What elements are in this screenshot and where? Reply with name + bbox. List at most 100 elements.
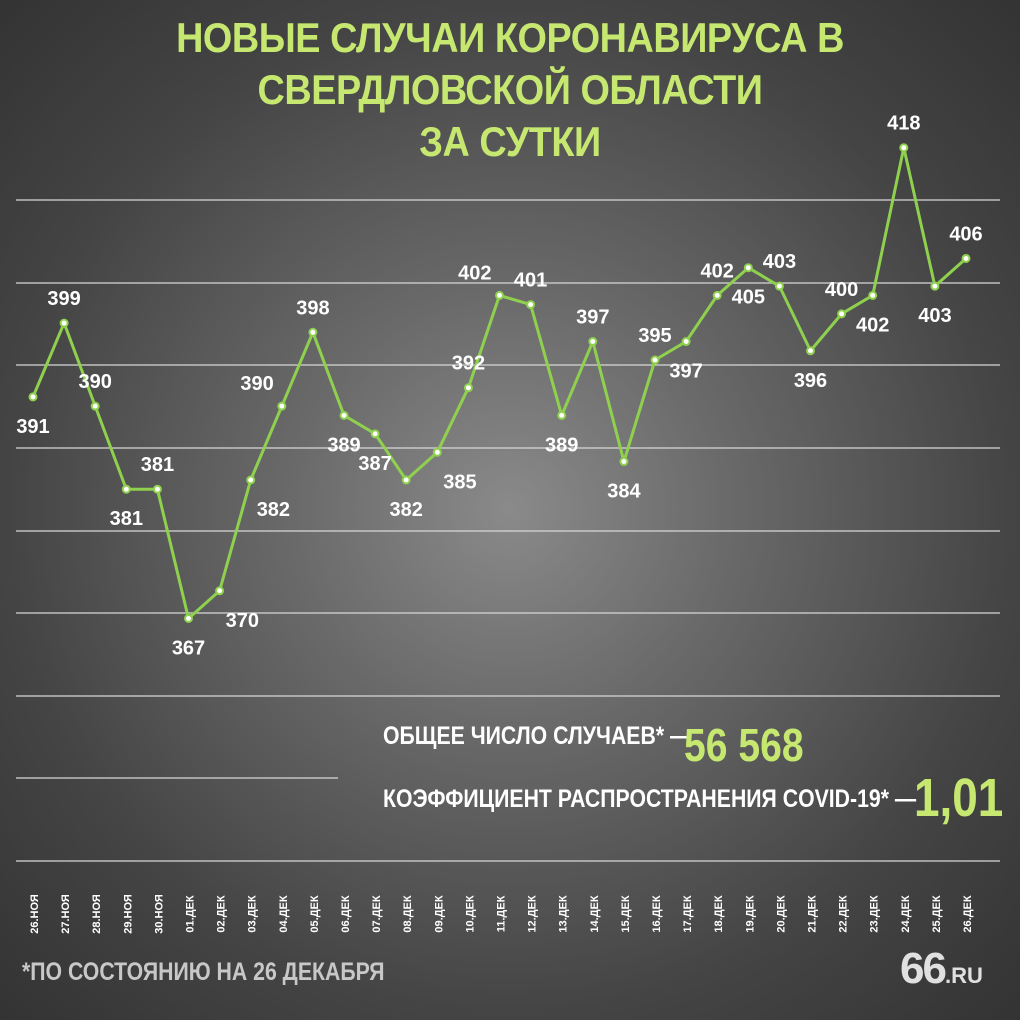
x-tick-label: 05.ДЕК bbox=[309, 895, 321, 932]
data-label: 382 bbox=[257, 499, 290, 521]
data-point bbox=[90, 401, 100, 411]
rate-row: КОЭФФИЦИЕНТ РАСПРОСТРАНЕНИЯ COVID-19* — bbox=[383, 785, 1010, 814]
data-label: 400 bbox=[825, 279, 858, 301]
data-label: 395 bbox=[638, 325, 671, 347]
gridlines bbox=[16, 199, 1000, 862]
data-label: 398 bbox=[296, 297, 329, 319]
x-tick-label: 04.ДЕК bbox=[278, 895, 290, 932]
data-label: 390 bbox=[79, 371, 112, 393]
spread-rate-value: 1,01 bbox=[914, 768, 1004, 828]
x-tick-label: 18.ДЕК bbox=[713, 895, 725, 932]
x-tick-label: 21.ДЕК bbox=[807, 895, 819, 932]
total-cases-value-wrap: 56 568 bbox=[684, 718, 825, 772]
data-point bbox=[557, 410, 567, 420]
data-point bbox=[432, 447, 442, 457]
x-tick-label: 10.ДЕК bbox=[464, 895, 476, 932]
data-label: 390 bbox=[240, 373, 273, 395]
data-label: 381 bbox=[110, 508, 143, 530]
data-point bbox=[121, 484, 131, 494]
data-point bbox=[277, 401, 287, 411]
data-label: 397 bbox=[576, 307, 609, 329]
data-labels: 3913993903813813673703823903983893873823… bbox=[16, 113, 982, 660]
data-label: 387 bbox=[358, 453, 391, 475]
total-cases-label: ОБЩЕЕ ЧИСЛО СЛУЧАЕВ* — bbox=[383, 722, 692, 750]
data-label: 370 bbox=[226, 610, 259, 632]
data-point bbox=[28, 392, 38, 402]
x-tick-label: 30.НОЯ bbox=[153, 894, 165, 934]
spread-rate-label: КОЭФФИЦИЕНТ РАСПРОСТРАНЕНИЯ COVID-19* — bbox=[383, 785, 917, 813]
chart-title-line-1: НОВЫЕ СЛУЧАИ КОРОНАВИРУСА В СВЕРДЛОВСКОЙ… bbox=[176, 14, 844, 113]
x-tick-label: 07.ДЕК bbox=[371, 895, 383, 932]
data-point bbox=[961, 253, 971, 263]
x-tick-label: 15.ДЕК bbox=[620, 895, 632, 932]
data-point bbox=[495, 290, 504, 300]
data-label: 406 bbox=[949, 223, 982, 245]
x-tick-label: 19.ДЕК bbox=[744, 895, 756, 932]
x-tick-label: 23.ДЕК bbox=[869, 895, 881, 932]
data-point bbox=[681, 337, 691, 347]
data-label: 397 bbox=[669, 361, 702, 383]
total-cases-value: 56 568 bbox=[684, 719, 804, 771]
x-tick-label: 26.ДЕК bbox=[962, 895, 974, 932]
chart-title-line-2: ЗА СУТКИ bbox=[419, 118, 601, 165]
x-tick-label: 25.ДЕК bbox=[931, 895, 943, 932]
data-point bbox=[59, 318, 69, 328]
data-point bbox=[526, 300, 536, 310]
data-point bbox=[152, 484, 162, 494]
logo-suffix: .RU bbox=[944, 963, 983, 988]
x-tick-label: 27.НОЯ bbox=[60, 894, 72, 934]
site-logo: 66.RU bbox=[900, 944, 983, 994]
data-label: 367 bbox=[172, 637, 205, 659]
footnote: *ПО СОСТОЯНИЮ НА 26 ДЕКАБРЯ bbox=[22, 958, 385, 986]
x-tick-label: 28.НОЯ bbox=[91, 894, 103, 934]
chart-title: НОВЫЕ СЛУЧАИ КОРОНАВИРУСА В СВЕРДЛОВСКОЙ… bbox=[51, 12, 969, 168]
data-point bbox=[868, 290, 878, 300]
data-label: 418 bbox=[887, 113, 920, 135]
data-point bbox=[463, 383, 473, 393]
data-series bbox=[28, 143, 971, 623]
data-label: 389 bbox=[545, 434, 578, 456]
x-tick-label: 20.ДЕК bbox=[775, 895, 787, 932]
data-point bbox=[370, 429, 380, 439]
data-point bbox=[774, 281, 784, 291]
x-tick-label: 24.ДЕК bbox=[900, 895, 912, 932]
data-point bbox=[650, 355, 660, 365]
x-tick-label: 12.ДЕК bbox=[527, 895, 539, 932]
rate-value-wrap: 1,01 bbox=[914, 767, 1019, 829]
x-axis: 26.НОЯ 27.НОЯ 28.НОЯ 29.НОЯ 30.НОЯ 01.ДЕК 02.Д… bbox=[29, 894, 974, 934]
data-point bbox=[588, 337, 598, 347]
data-label: 392 bbox=[452, 353, 485, 375]
total-cases-row: ОБЩЕЕ ЧИСЛО СЛУЧАЕВ* — bbox=[383, 722, 746, 751]
data-label: 399 bbox=[47, 288, 80, 310]
data-point bbox=[246, 475, 256, 485]
x-tick-label: 11.ДЕК bbox=[496, 895, 508, 932]
data-label: 402 bbox=[458, 262, 491, 284]
data-point bbox=[308, 327, 318, 337]
data-label: 384 bbox=[607, 481, 641, 503]
x-tick-label: 03.ДЕК bbox=[247, 895, 259, 932]
data-label: 405 bbox=[732, 287, 765, 309]
data-point bbox=[401, 475, 411, 485]
x-tick-label: 26.НОЯ bbox=[29, 894, 41, 934]
x-tick-label: 17.ДЕК bbox=[682, 895, 694, 932]
data-point bbox=[619, 457, 629, 467]
x-tick-label: 22.ДЕК bbox=[838, 895, 850, 932]
data-label: 382 bbox=[390, 499, 423, 521]
data-point bbox=[184, 613, 193, 623]
x-tick-label: 14.ДЕК bbox=[589, 895, 601, 932]
data-point bbox=[837, 309, 847, 319]
data-point bbox=[339, 410, 349, 420]
x-tick-label: 01.ДЕК bbox=[185, 895, 197, 932]
data-label: 396 bbox=[794, 370, 827, 392]
logo-main: 66 bbox=[900, 944, 947, 993]
data-label: 381 bbox=[141, 454, 174, 476]
data-label: 391 bbox=[16, 416, 49, 438]
data-point bbox=[215, 586, 225, 596]
x-tick-label: 13.ДЕК bbox=[558, 895, 570, 932]
data-label: 385 bbox=[443, 471, 476, 493]
x-tick-label: 09.ДЕК bbox=[433, 895, 445, 932]
data-label: 389 bbox=[327, 434, 360, 456]
data-label: 403 bbox=[763, 251, 796, 273]
data-point bbox=[930, 281, 940, 291]
